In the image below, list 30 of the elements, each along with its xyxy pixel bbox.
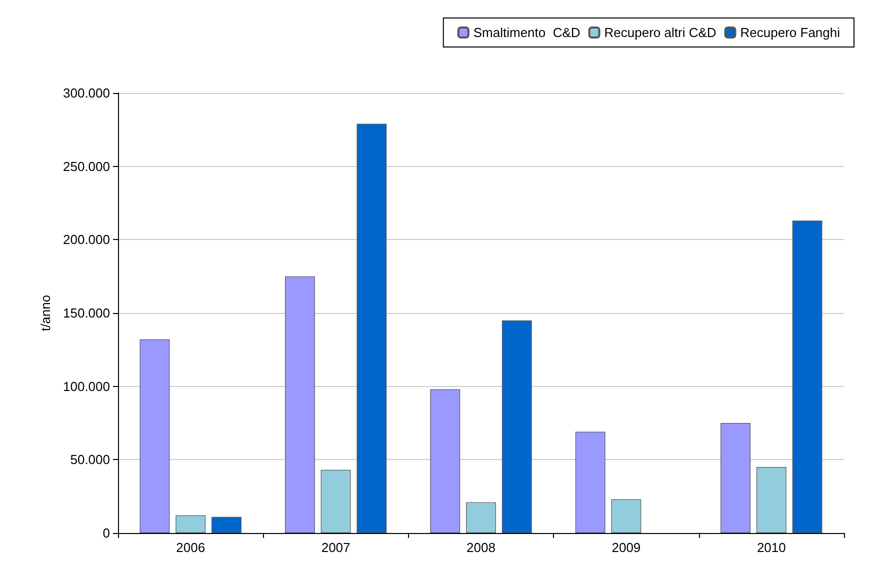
bar — [792, 220, 822, 533]
x-tick-label: 2007 — [321, 540, 350, 555]
bar — [756, 467, 786, 533]
bar — [502, 320, 532, 533]
bar — [140, 339, 170, 533]
y-tick-label: 150.000 — [63, 306, 110, 320]
legend-label: Recupero Fanghi — [740, 25, 840, 40]
y-tick-label: 100.000 — [63, 378, 110, 394]
y-tick-label: 250.000 — [63, 158, 110, 174]
x-tick-label: 2010 — [756, 540, 786, 555]
legend-label: Smaltimento C&D — [473, 25, 580, 40]
y-tick-label: 200.000 — [63, 232, 110, 248]
bar — [320, 470, 351, 533]
bar — [212, 516, 242, 533]
bar — [176, 515, 206, 533]
bar — [284, 276, 315, 533]
bar — [430, 389, 460, 533]
y-axis-title: t/anno — [38, 294, 54, 332]
bar — [611, 499, 642, 533]
y-tick-label: 50.000 — [70, 452, 110, 468]
x-tick-label: 2009 — [612, 540, 641, 555]
bar — [356, 124, 387, 533]
x-tick-label: 2006 — [176, 540, 206, 555]
x-tick-label: 2008 — [466, 540, 496, 555]
bar — [720, 423, 750, 533]
legend-label: Recupero altri C&D — [604, 25, 716, 40]
y-tick-label: 0 — [102, 526, 110, 540]
bar — [575, 432, 606, 533]
bar — [466, 502, 496, 533]
y-tick-label: 300.000 — [63, 86, 110, 100]
